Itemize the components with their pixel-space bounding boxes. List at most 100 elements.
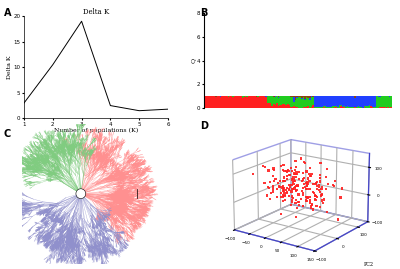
Bar (304, 99, 306, 100)
Bar (348, 96, 350, 107)
Bar (220, 97, 221, 108)
Bar (250, 96, 251, 108)
Bar (300, 97, 301, 108)
Bar (301, 98, 303, 99)
Bar (332, 96, 334, 106)
Bar (372, 96, 373, 107)
Bar (346, 106, 348, 108)
Bar (314, 96, 315, 107)
Bar (317, 96, 318, 107)
Bar (326, 107, 328, 108)
Text: C: C (4, 129, 11, 139)
Bar (289, 105, 290, 108)
Bar (226, 96, 228, 108)
Bar (340, 106, 342, 108)
Bar (350, 96, 351, 107)
Bar (216, 96, 218, 108)
Bar (251, 96, 252, 108)
Y-axis label: Delta K: Delta K (7, 55, 12, 79)
Bar (243, 97, 245, 108)
Bar (240, 97, 242, 108)
Title: Delta K: Delta K (83, 8, 109, 16)
Bar (259, 96, 260, 108)
Bar (248, 96, 250, 108)
Bar (336, 106, 337, 107)
Bar (252, 96, 254, 108)
Bar (218, 96, 220, 108)
Bar (340, 105, 342, 106)
Bar (310, 107, 312, 108)
Bar (365, 96, 367, 106)
Bar (361, 96, 362, 107)
Bar (290, 96, 292, 97)
Bar (346, 97, 348, 106)
Bar (214, 96, 215, 108)
X-axis label: Number of populations (K): Number of populations (K) (54, 128, 138, 133)
Bar (337, 96, 339, 107)
Bar (293, 96, 295, 97)
Bar (290, 107, 292, 108)
Bar (265, 96, 267, 97)
Bar (326, 96, 328, 107)
Bar (231, 96, 232, 108)
Bar (228, 97, 229, 108)
Bar (304, 107, 306, 108)
Bar (293, 105, 295, 108)
Bar (242, 96, 243, 98)
Bar (346, 96, 348, 97)
Bar (274, 105, 276, 108)
Bar (307, 106, 309, 108)
Bar (278, 96, 279, 97)
Bar (318, 107, 320, 108)
Bar (276, 96, 278, 103)
Bar (364, 96, 365, 107)
Bar (242, 98, 243, 108)
Bar (351, 96, 353, 107)
Bar (380, 107, 381, 108)
Bar (325, 106, 326, 108)
Bar (323, 96, 325, 107)
Bar (286, 96, 287, 105)
Bar (282, 96, 284, 104)
Bar (303, 107, 304, 108)
Bar (375, 107, 376, 108)
Bar (270, 96, 271, 103)
Bar (273, 97, 274, 104)
Bar (273, 96, 274, 97)
Bar (298, 97, 300, 108)
Bar (293, 102, 295, 105)
Bar (256, 96, 257, 97)
Bar (323, 107, 325, 108)
Bar (380, 96, 381, 97)
Bar (309, 98, 310, 100)
Bar (274, 97, 276, 105)
Bar (245, 96, 246, 108)
Bar (286, 105, 287, 108)
Bar (381, 96, 382, 107)
Bar (336, 107, 337, 108)
Bar (295, 107, 296, 108)
Bar (307, 96, 309, 98)
Bar (359, 96, 361, 107)
Bar (284, 96, 286, 104)
Bar (331, 107, 332, 108)
Bar (268, 103, 270, 108)
Bar (281, 96, 282, 105)
Bar (329, 96, 331, 107)
Bar (246, 96, 248, 97)
Bar (290, 97, 292, 107)
Bar (282, 104, 284, 108)
Bar (234, 96, 235, 108)
Bar (365, 106, 367, 108)
Bar (309, 96, 310, 98)
Bar (265, 97, 267, 108)
Bar (368, 96, 370, 105)
Bar (310, 96, 312, 97)
Bar (354, 107, 356, 108)
Bar (351, 107, 353, 108)
Bar (292, 96, 293, 97)
Bar (292, 97, 293, 107)
Bar (380, 97, 381, 107)
Bar (383, 107, 384, 108)
Bar (243, 96, 245, 97)
